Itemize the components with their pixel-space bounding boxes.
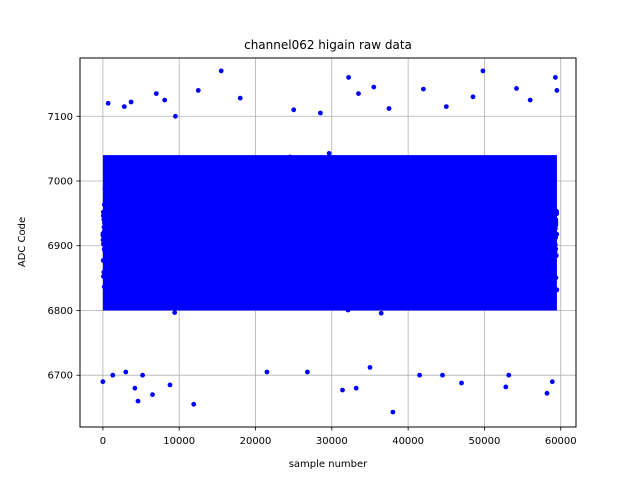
scatter-point: [237, 95, 243, 101]
data-points: [100, 68, 560, 415]
y-axis-ticks: 6700 6800 6900 7000 7100: [48, 112, 80, 382]
scatter-point: [459, 380, 464, 386]
scatter-point: [353, 385, 359, 391]
scatter-point: [135, 398, 141, 404]
dense-band: [102, 155, 557, 311]
scatter-point: [346, 75, 351, 80]
scatter-point: [264, 369, 270, 375]
scatter-point: [514, 86, 519, 91]
scatter-point: [554, 88, 560, 93]
scatter-point: [356, 91, 361, 96]
scatter-point: [326, 151, 332, 156]
scatter-point: [162, 97, 168, 103]
x-tick-label: 40000: [392, 436, 424, 447]
scatter-point: [340, 387, 345, 393]
x-tick-label: 10000: [163, 436, 195, 447]
scatter-point: [153, 91, 159, 96]
scatter-point: [421, 86, 426, 92]
scatter-point: [544, 390, 550, 396]
scatter-point: [443, 104, 449, 109]
scatter-point: [527, 97, 533, 103]
y-tick-label: 6900: [48, 241, 73, 252]
y-tick-label: 6800: [48, 306, 73, 317]
scatter-point: [123, 369, 129, 375]
scatter-point: [367, 365, 373, 370]
scatter-point: [305, 369, 310, 375]
scatter-point: [132, 385, 138, 391]
scatter-point: [371, 84, 377, 90]
scatter-point: [480, 68, 486, 74]
scatter-point: [318, 110, 323, 116]
scatter-point: [172, 310, 178, 315]
scatter-point: [218, 68, 224, 74]
chart-title: channel062 higain raw data: [244, 38, 412, 52]
x-tick-label: 50000: [469, 436, 501, 447]
scatter-point: [150, 392, 155, 397]
scatter-point: [195, 88, 201, 93]
scatter-point: [105, 100, 111, 106]
scatter-point: [390, 409, 396, 415]
scatter-point: [100, 379, 106, 385]
scatter-point: [386, 106, 392, 111]
scatter-point: [440, 372, 445, 378]
scatter-point: [291, 107, 297, 113]
x-tick-label: 20000: [240, 436, 272, 447]
scatter-point: [549, 379, 555, 385]
scatter-point: [506, 372, 512, 378]
y-axis-label: ADC Code: [17, 217, 28, 267]
scatter-point: [167, 382, 173, 388]
x-tick-label: 0: [100, 436, 106, 447]
scatter-point: [553, 75, 558, 80]
scatter-point: [128, 99, 134, 105]
y-tick-label: 7100: [48, 112, 73, 123]
scatter-point: [140, 372, 146, 378]
scatter-point: [503, 384, 509, 390]
scatter-point: [417, 372, 422, 378]
scatter-point: [173, 113, 178, 119]
scatter-point: [110, 372, 116, 378]
scatter-point: [470, 94, 476, 100]
x-tick-label: 30000: [316, 436, 348, 447]
y-tick-label: 6700: [48, 371, 73, 382]
x-tick-label: 60000: [545, 436, 577, 447]
plot-area-frame: [79, 57, 577, 428]
y-tick-label: 7000: [48, 177, 73, 188]
scatter-point: [191, 401, 197, 407]
scatter-point: [121, 104, 127, 109]
x-axis-ticks: 0 10000 20000 30000 40000 50000 60000: [100, 427, 577, 447]
scatter-point: [378, 310, 384, 316]
x-axis-label: sample number: [289, 459, 368, 470]
